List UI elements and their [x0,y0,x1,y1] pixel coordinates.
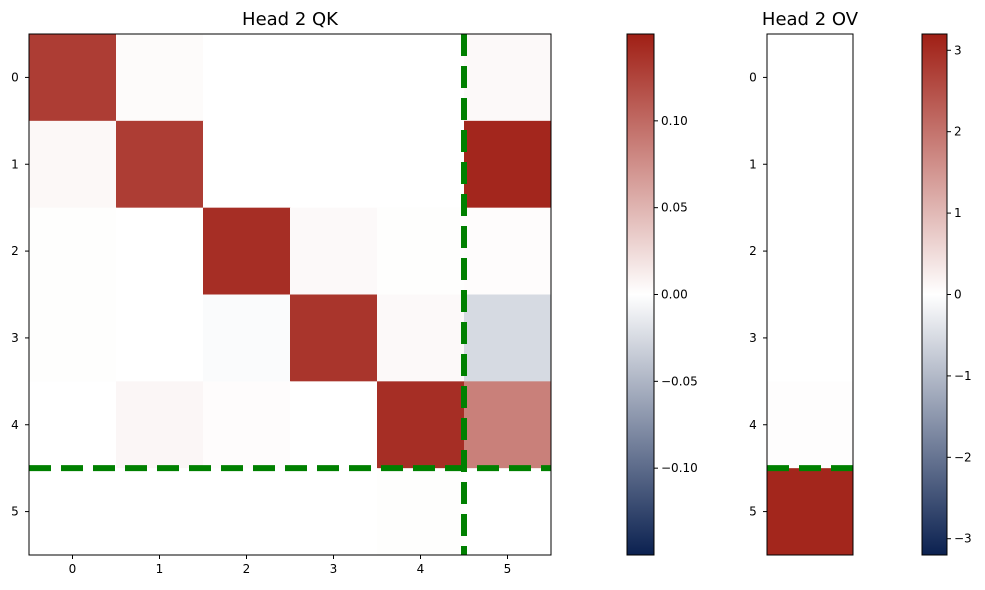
qk-x-tick-label: 1 [156,562,164,576]
qk-cell-r1-c2 [203,120,291,209]
ov-colorbar-tick-label: −2 [954,450,972,464]
qk-cell-r0-c1 [116,34,204,122]
ov-colorbar-tick-label: 3 [954,43,962,57]
qk-cell-r4-c2 [203,381,291,469]
ov-cell-r0-c0 [767,34,854,122]
qk-cell-r2-c5 [464,207,552,295]
qk-x-tick-label: 5 [504,562,512,576]
qk-y-tick-label: 1 [11,157,19,171]
ov-y-ticks: 0 1 2 3 4 5 [749,70,767,519]
ov-y-tick-label: 4 [749,418,757,432]
qk-cell-r5-c3 [290,468,378,556]
qk-colorbar-tick-label: −0.05 [661,374,698,388]
ov-colorbar-tick-label: −3 [954,532,972,546]
qk-colorbar-gradient [626,33,655,556]
qk-cell-r2-c0 [29,207,117,295]
qk-title: Head 2 QK [242,9,339,30]
qk-colorbar-ticks: 0.10 0.05 0.00 −0.05 −0.10 [654,114,698,475]
qk-cell-r4-c3 [290,381,378,469]
ov-cell-r3-c0 [767,294,854,382]
ov-colorbar-tick-label: −1 [954,369,972,383]
qk-colorbar-tick-label: 0.00 [661,288,688,302]
qk-axes-frame [28,33,552,556]
qk-cell-r2-c4 [377,207,465,295]
ov-colorbar-gradient [921,33,948,556]
ov-colorbar: 3 2 1 0 −1 −2 −3 [921,33,972,556]
qk-cell-r1-c4 [377,120,465,209]
ov-y-tick-label: 2 [749,244,757,258]
qk-cell-r5-c0 [29,468,117,556]
qk-cell-r3-c3 [290,294,378,382]
qk-y-tick-label: 0 [11,70,19,84]
qk-cell-r0-c3 [290,34,378,122]
qk-y-tick-label: 2 [11,244,19,258]
qk-cell-r4-c0 [29,381,117,469]
qk-cell-r5-c1 [116,468,204,556]
qk-cell-r3-c1 [116,294,204,382]
qk-x-tick-label: 4 [417,562,425,576]
ov-y-tick-label: 5 [749,505,757,519]
ov-heatmap-cells [767,34,854,556]
qk-dashed-lines [29,34,551,555]
qk-cell-r5-c4 [377,468,465,556]
qk-x-tick-label: 2 [243,562,251,576]
qk-cell-r5-c5 [464,468,552,556]
qk-cell-r1-c1 [116,120,204,209]
qk-y-tick-label: 5 [11,505,19,519]
qk-cell-r3-c4 [377,294,465,382]
qk-cell-r2-c2 [203,207,291,295]
qk-y-tick-label: 4 [11,418,19,432]
ov-panel: Head 2 OV 0 1 2 3 4 5 [749,9,859,556]
qk-x-ticks: 0 1 2 3 4 5 [69,555,512,576]
qk-cell-r0-c4 [377,34,465,122]
qk-cell-r5-c2 [203,468,291,556]
ov-axes-frame [766,33,854,556]
ov-y-tick-label: 0 [749,70,757,84]
ov-cell-r4-c0 [767,381,854,469]
ov-y-tick-label: 3 [749,331,757,345]
qk-colorbar-tick-label: 0.05 [661,201,688,215]
ov-colorbar-tick-label: 0 [954,288,962,302]
ov-colorbar-tick-label: 2 [954,125,962,139]
qk-cell-r4-c5 [464,381,552,469]
qk-cell-r3-c2 [203,294,291,382]
ov-cell-r5-c0 [767,468,854,556]
qk-cell-r3-c5 [464,294,552,382]
qk-cell-r4-c1 [116,381,204,469]
ov-title: Head 2 OV [762,9,859,30]
qk-x-tick-label: 0 [69,562,77,576]
ov-cell-r2-c0 [767,207,854,295]
qk-y-tick-label: 3 [11,331,19,345]
qk-cell-r2-c1 [116,207,204,295]
ov-y-tick-label: 1 [749,157,757,171]
ov-colorbar-ticks: 3 2 1 0 −1 −2 −3 [947,43,972,546]
qk-cell-r1-c5 [464,120,552,209]
qk-cell-r4-c4 [377,381,465,469]
qk-y-ticks: 0 1 2 3 4 5 [11,70,29,519]
qk-heatmap-cells [29,34,552,556]
qk-cell-r0-c2 [203,34,291,122]
ov-colorbar-tick-label: 1 [954,206,962,220]
qk-cell-r1-c0 [29,120,117,209]
qk-cell-r3-c0 [29,294,117,382]
qk-cell-r0-c0 [29,34,117,122]
qk-x-tick-label: 3 [330,562,338,576]
qk-colorbar: 0.10 0.05 0.00 −0.05 −0.10 [626,33,698,556]
qk-panel: Head 2 QK 0 1 2 3 4 5 0 1 2 3 4 5 [11,9,552,576]
qk-cell-r0-c5 [464,34,552,122]
qk-cell-r1-c3 [290,120,378,209]
qk-colorbar-tick-label: −0.10 [661,461,698,475]
qk-colorbar-tick-label: 0.10 [661,114,688,128]
ov-cell-r1-c0 [767,120,854,209]
qk-cell-r2-c3 [290,207,378,295]
